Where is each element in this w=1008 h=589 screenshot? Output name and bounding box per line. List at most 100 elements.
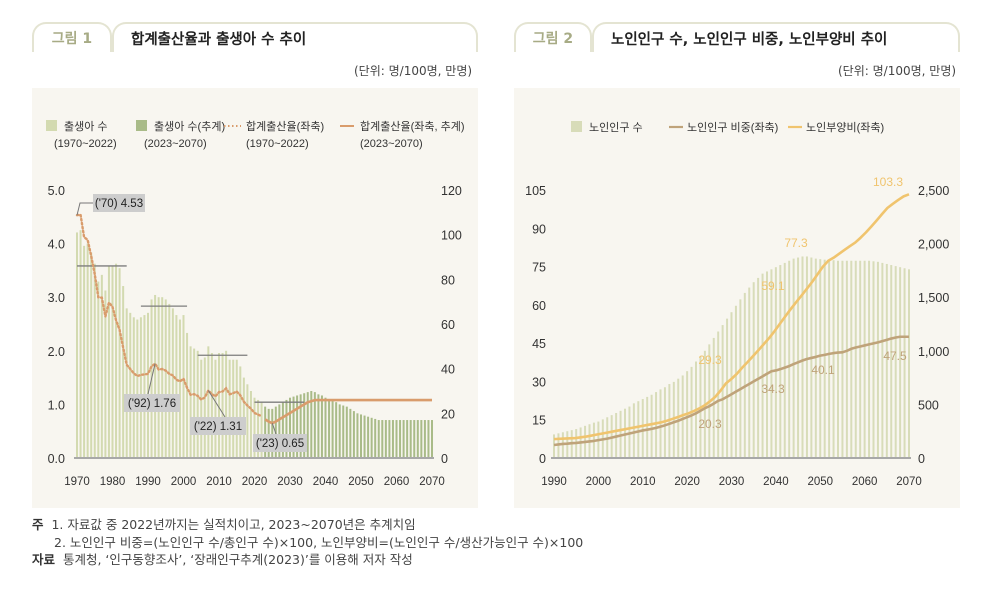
legend-label: 노인인구 수 (589, 121, 643, 134)
chart1-annotations: ('70) 4.53 ('92) 1.76 ('22) 1.31 ('23) 0.65 (76, 194, 307, 452)
annotation-box (253, 434, 307, 452)
legend-sublabel: (1970~2022) (246, 138, 309, 150)
chart1-axes: 1970 1980 1990 2000 2010 2020 2030 2040 2050 2060… (48, 184, 462, 488)
chart2-axes: 1990 2000 2010 2020 2030 2040 2050 2060 2070 0 15 3… (525, 184, 949, 488)
bar-elderly-population (783, 262, 786, 458)
legend-sublabel: (1970~2022) (54, 138, 117, 150)
bar-births-projected (381, 420, 384, 458)
y-left-tick-label: 60 (532, 299, 546, 313)
bar-births-projected (320, 395, 323, 458)
x-tick-label: 2000 (171, 476, 197, 488)
annotation-leader (207, 390, 226, 418)
bar-births-projected (317, 394, 320, 458)
bar-elderly-population (766, 271, 768, 458)
bar-births-actual (260, 402, 263, 458)
bar-elderly-population (655, 392, 658, 458)
dependency-ratio-line (553, 193, 910, 441)
bar-elderly-population (823, 259, 826, 458)
bar-elderly-population (819, 259, 822, 458)
y-right-tick-label: 500 (918, 398, 939, 412)
annotation-leader (76, 202, 93, 216)
bar-births-actual (196, 350, 199, 458)
bar-elderly-population (872, 261, 875, 458)
legend-sublabel: (2023~2070) (360, 138, 423, 150)
legend-label: 출생아 수(추계) (154, 120, 225, 133)
bar-births-actual (207, 346, 210, 458)
legend-label: 노인인구 비중(좌축) (687, 121, 778, 134)
bar-births-actual (249, 391, 252, 458)
y-left-tick-label: 4.0 (48, 238, 65, 252)
bar-births-actual (143, 315, 146, 458)
bar-births-actual (228, 359, 231, 458)
bar-elderly-population (832, 260, 835, 458)
y-left-tick-label: 105 (525, 184, 546, 198)
bar-births-projected (420, 420, 423, 458)
bar-elderly-population (863, 260, 866, 458)
bar-elderly-population (650, 394, 653, 458)
bar-births-actual (214, 359, 217, 458)
bar-births-actual (225, 350, 228, 458)
bar-births-actual (221, 353, 224, 458)
bar-births-actual (111, 265, 114, 458)
bar-elderly-population (837, 260, 839, 458)
figure2-panel (514, 88, 960, 508)
x-tick-label: 2070 (896, 476, 922, 488)
share-annotation: 20.3 (698, 417, 722, 431)
note-line-2: 2. 노인인구 비중=(노인인구 수/총인구 수)×100, 노인부양비=(노인… (32, 534, 583, 552)
y-right-tick-label: 1,500 (918, 291, 949, 305)
bar-births-actual (83, 245, 86, 458)
bar-births-projected (271, 408, 274, 458)
annotation-box (190, 417, 246, 435)
chart2-lines (553, 193, 910, 447)
bar-elderly-population (885, 263, 888, 458)
bar-births-projected (306, 392, 309, 458)
bar-elderly-population (908, 269, 910, 458)
x-tick-label: 2000 (586, 476, 612, 488)
bar-elderly-population (770, 269, 773, 458)
ratio-annotation: 59.1 (761, 279, 785, 293)
y-right-tick-label: 1,000 (918, 345, 949, 359)
x-tick-label: 2060 (852, 476, 878, 488)
bar-elderly-population (797, 257, 800, 458)
y-right-tick-label: 0 (441, 452, 448, 466)
bar-births-actual (203, 357, 206, 458)
ratio-annotation: 29.3 (698, 353, 722, 367)
bar-births-actual (125, 308, 128, 458)
bar-births-projected (388, 420, 391, 458)
y-right-tick-label: 20 (441, 407, 455, 421)
y-left-tick-label: 45 (532, 337, 546, 351)
bar-elderly-population (899, 267, 902, 458)
bar-births-actual (115, 263, 118, 458)
note-2: 2. 노인인구 비중=(노인인구 수/총인구 수)×100, 노인부양비=(노인… (54, 534, 584, 550)
bar-births-projected (402, 420, 405, 458)
bar-births-projected (431, 420, 433, 458)
annotation-label: ('23) 0.65 (256, 438, 304, 450)
bar-births-projected (331, 401, 334, 458)
bar-births-actual (76, 232, 78, 458)
bar-births-actual (100, 274, 103, 458)
x-tick-label: 2030 (719, 476, 745, 488)
bar-births-actual (175, 315, 178, 458)
bar-births-projected (399, 420, 402, 458)
bar-births-actual (97, 281, 100, 458)
annotation-label: ('70) 4.53 (95, 198, 143, 210)
bar-births-projected (267, 408, 270, 458)
legend-label: 출생아 수 (64, 120, 108, 133)
bar-births-actual (79, 230, 82, 458)
bar-elderly-population (903, 268, 906, 458)
ratio-annotation: 77.3 (784, 236, 808, 250)
tfr-actual-line (75, 213, 263, 418)
bar-births-projected (391, 420, 394, 458)
annotation-leader (271, 422, 277, 435)
bar-births-actual (136, 319, 139, 458)
bar-elderly-population (553, 434, 555, 458)
chart1-average-lines (77, 265, 305, 403)
share-annotation: 47.5 (883, 349, 907, 363)
x-tick-label: 2020 (242, 476, 268, 488)
bar-births-projected (345, 406, 348, 458)
bar-elderly-population (761, 273, 764, 458)
bar-elderly-population (876, 261, 879, 458)
bar-births-actual (139, 317, 142, 458)
x-tick-label: 1980 (100, 476, 126, 488)
